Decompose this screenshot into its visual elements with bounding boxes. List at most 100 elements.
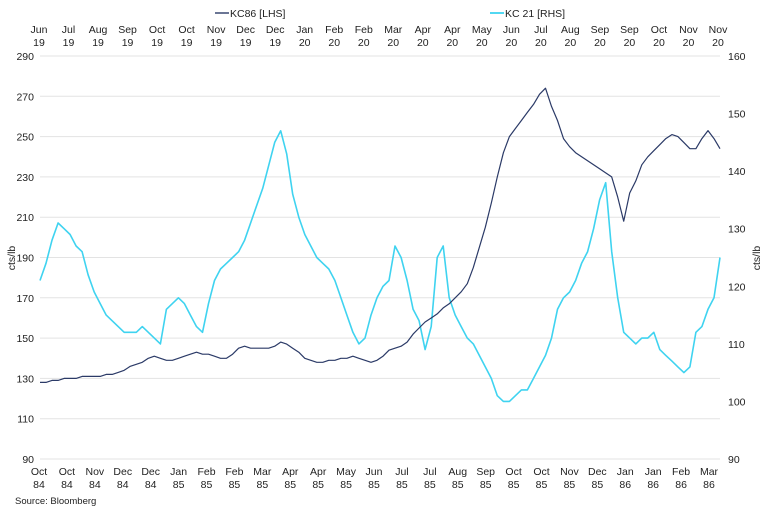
right-y-tick-label: 130 xyxy=(728,224,746,236)
top-x-tick-year: 19 xyxy=(181,37,193,49)
top-x-tick-year: 19 xyxy=(210,37,222,49)
top-x-tick-year: 19 xyxy=(269,37,281,49)
bottom-x-tick-year: 85 xyxy=(480,479,492,491)
bottom-x-tick-month: Dec xyxy=(588,466,607,478)
left-y-tick-label: 130 xyxy=(16,373,34,385)
bottom-x-tick-year: 85 xyxy=(284,479,296,491)
top-x-tick-month: Feb xyxy=(355,24,373,36)
left-y-axis-label: cts/lb xyxy=(6,246,18,271)
top-x-tick-year: 19 xyxy=(240,37,252,49)
bottom-x-tick-year: 86 xyxy=(675,479,687,491)
top-x-tick-month: Sep xyxy=(591,24,610,36)
right-y-tick-label: 100 xyxy=(728,396,746,408)
bottom-x-tick-month: May xyxy=(336,466,357,478)
bottom-x-tick-year: 84 xyxy=(117,479,129,491)
top-x-axis: Jun19Jul19Aug19Sep19Oct19Oct19Nov19Dec19… xyxy=(31,24,729,49)
top-x-tick-month: Nov xyxy=(709,24,728,36)
bottom-x-tick-month: Jul xyxy=(423,466,436,478)
bottom-x-tick-month: Nov xyxy=(85,466,104,478)
left-y-tick-label: 90 xyxy=(22,454,34,466)
top-x-tick-year: 20 xyxy=(476,37,488,49)
top-x-tick-month: Oct xyxy=(651,24,667,36)
bottom-x-tick-month: Nov xyxy=(560,466,579,478)
bottom-x-tick-year: 85 xyxy=(452,479,464,491)
top-x-tick-year: 20 xyxy=(417,37,429,49)
top-x-tick-month: Jul xyxy=(534,24,547,36)
right-y-axis-label: cts/lb xyxy=(751,246,763,271)
top-x-tick-month: Mar xyxy=(384,24,403,36)
top-x-tick-month: Aug xyxy=(561,24,580,36)
top-x-tick-month: Sep xyxy=(118,24,137,36)
left-y-tick-label: 150 xyxy=(16,333,34,345)
bottom-x-tick-year: 86 xyxy=(619,479,631,491)
top-x-tick-year: 20 xyxy=(446,37,458,49)
top-x-tick-month: Nov xyxy=(207,24,226,36)
right-y-tick-label: 160 xyxy=(728,51,746,63)
right-y-tick-label: 90 xyxy=(728,454,740,466)
bottom-x-tick-month: Aug xyxy=(448,466,467,478)
bottom-x-tick-year: 86 xyxy=(647,479,659,491)
bottom-x-tick-month: Oct xyxy=(59,466,75,478)
bottom-x-tick-month: Apr xyxy=(282,466,299,478)
bottom-x-tick-month: Jan xyxy=(617,466,634,478)
left-y-tick-label: 190 xyxy=(16,253,34,265)
bottom-x-tick-month: Jul xyxy=(395,466,408,478)
bottom-x-tick-year: 84 xyxy=(145,479,157,491)
bottom-x-tick-year: 85 xyxy=(173,479,185,491)
left-y-tick-label: 270 xyxy=(16,91,34,103)
right-y-tick-label: 120 xyxy=(728,281,746,293)
series-line-kc21 xyxy=(39,130,721,403)
bottom-x-tick-month: Jan xyxy=(170,466,187,478)
top-x-tick-year: 19 xyxy=(63,37,75,49)
top-x-tick-year: 20 xyxy=(328,37,340,49)
bottom-x-tick-year: 84 xyxy=(61,479,73,491)
top-x-tick-month: Jun xyxy=(31,24,48,36)
top-x-tick-month: Oct xyxy=(178,24,194,36)
right-y-tick-label: 110 xyxy=(728,339,745,351)
right-y-tick-label: 150 xyxy=(728,109,746,121)
top-x-tick-year: 20 xyxy=(683,37,695,49)
top-x-tick-month: Jun xyxy=(503,24,520,36)
bottom-x-axis: Oct84Oct84Nov84Dec84Dec84Jan85Feb85Feb85… xyxy=(31,466,719,491)
bottom-x-tick-year: 85 xyxy=(536,479,548,491)
left-y-tick-label: 250 xyxy=(16,132,34,144)
series-line-kc86 xyxy=(40,87,721,383)
bottom-x-tick-month: Oct xyxy=(505,466,521,478)
bottom-x-tick-month: Apr xyxy=(310,466,327,478)
left-y-tick-label: 210 xyxy=(16,212,34,224)
left-y-tick-label: 290 xyxy=(16,51,34,63)
bottom-x-tick-month: Oct xyxy=(533,466,549,478)
top-x-tick-month: Sep xyxy=(620,24,639,36)
bottom-x-tick-month: Feb xyxy=(672,466,690,478)
left-y-axis: 90 110 130 150 170 190 210 230 250 270 290 xyxy=(16,51,34,466)
top-x-tick-month: Apr xyxy=(415,24,432,36)
top-x-tick-month: Feb xyxy=(325,24,343,36)
bottom-x-tick-month: Jan xyxy=(645,466,662,478)
top-x-tick-month: Dec xyxy=(266,24,285,36)
legend-label-kc21: KC 21 [RHS] xyxy=(505,8,565,20)
bottom-x-tick-year: 85 xyxy=(229,479,241,491)
top-x-tick-year: 20 xyxy=(387,37,399,49)
bottom-x-tick-month: Oct xyxy=(31,466,47,478)
left-y-tick-label: 110 xyxy=(17,414,34,426)
bottom-x-tick-year: 85 xyxy=(201,479,213,491)
bottom-x-tick-month: Feb xyxy=(197,466,215,478)
bottom-x-tick-month: Sep xyxy=(476,466,495,478)
top-x-tick-month: Apr xyxy=(444,24,461,36)
right-y-axis: 90 100 110 120 130 140 150 160 xyxy=(728,51,746,466)
bottom-x-tick-year: 85 xyxy=(591,479,603,491)
bottom-x-tick-year: 85 xyxy=(396,479,408,491)
top-x-tick-month: Oct xyxy=(149,24,165,36)
bottom-x-tick-year: 85 xyxy=(312,479,324,491)
bottom-x-tick-month: Dec xyxy=(141,466,160,478)
top-x-tick-year: 20 xyxy=(624,37,636,49)
top-x-tick-year: 20 xyxy=(594,37,606,49)
legend-label-kc86: KC86 [LHS] xyxy=(230,8,286,20)
bottom-x-tick-month: Mar xyxy=(253,466,272,478)
bottom-x-tick-year: 85 xyxy=(424,479,436,491)
top-x-tick-year: 19 xyxy=(33,37,45,49)
bottom-x-tick-year: 85 xyxy=(256,479,268,491)
bottom-x-tick-month: Mar xyxy=(700,466,719,478)
series-lines xyxy=(39,87,721,403)
